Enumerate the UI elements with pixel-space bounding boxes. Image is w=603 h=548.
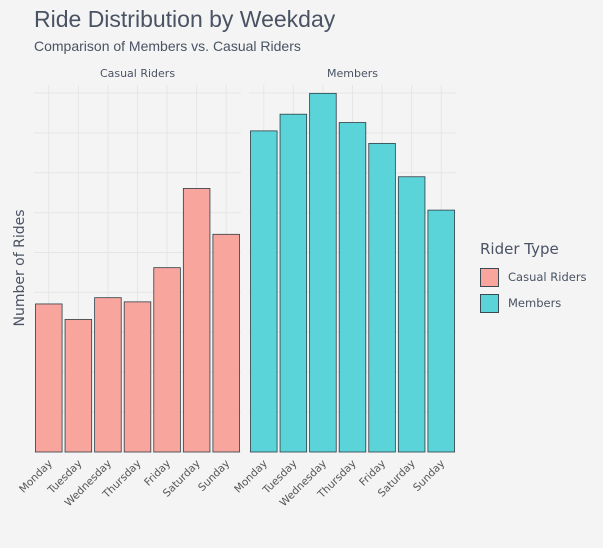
facet-label-members: Members	[327, 67, 378, 80]
bar-casual-riders-thursday	[123, 301, 152, 453]
bar-members-friday	[368, 142, 396, 453]
x-tick-label: Sunday	[411, 458, 447, 494]
bar-casual-riders-tuesday	[64, 318, 93, 453]
legend-key-casual-riders	[480, 267, 499, 287]
bar-members-monday	[250, 130, 278, 453]
bar-members-wednesday	[309, 92, 337, 453]
legend-label-casual-riders: Casual Riders	[508, 270, 587, 284]
bar-members-thursday	[338, 122, 367, 453]
legend: Rider Type Casual Riders Members	[480, 240, 587, 316]
y-axis-label: Number of Rides	[12, 209, 28, 326]
legend-label-members: Members	[508, 296, 562, 310]
bar-casual-riders-wednesday	[94, 297, 122, 453]
chart-title: Ride Distribution by Weekday	[34, 6, 336, 32]
bar-members-saturday	[397, 176, 426, 453]
legend-item-members: Members	[480, 290, 587, 316]
legend-key-members	[480, 293, 499, 313]
bar-casual-riders-friday	[153, 267, 181, 453]
chart-subtitle: Comparison of Members vs. Casual Riders	[34, 38, 301, 54]
facet-label-casual-riders: Casual Riders	[100, 67, 175, 80]
x-tick-label: Sunday	[196, 458, 232, 494]
bar-casual-riders-sunday	[212, 233, 240, 453]
legend-item-casual-riders: Casual Riders	[480, 264, 587, 290]
legend-title: Rider Type	[480, 240, 559, 258]
bar-casual-riders-saturday	[182, 188, 211, 453]
bar-members-tuesday	[279, 113, 308, 453]
bar-members-sunday	[427, 209, 455, 453]
bar-casual-riders-monday	[35, 303, 63, 453]
